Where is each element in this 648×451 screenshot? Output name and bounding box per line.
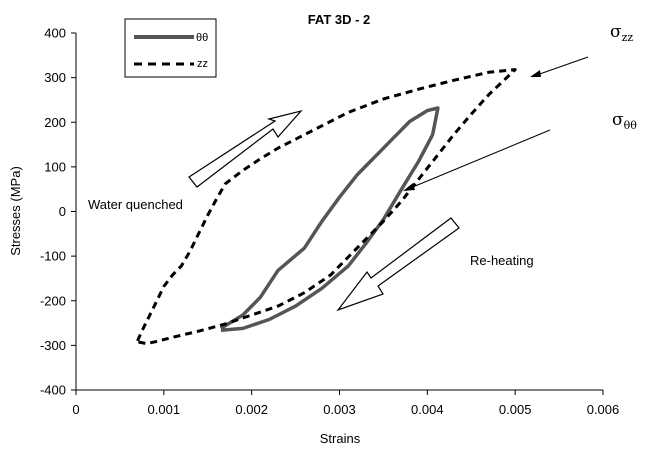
series-layer [136,68,517,346]
re-heating-arrow [336,217,460,312]
chart-title: FAT 3D - 2 [308,12,371,27]
sigma-zz-pointer-head [530,70,541,77]
x-tick-label: 0 [72,402,79,417]
y-tick-label: -100 [40,249,66,264]
sigma-zz-pointer-line [533,56,589,77]
y-ticks: 400 300 200 100 0 -100 -200 -300 -400 [40,26,76,398]
y-tick-label: 300 [44,70,66,85]
y-tick-label: 400 [44,26,66,41]
y-tick-label: 100 [44,159,66,174]
y-tick-label: 0 [59,204,66,219]
sigma-zz-label: σzz [610,22,633,44]
series-line-zz [136,68,517,346]
sigma-tt-pointer-head [403,183,415,191]
x-axis-title: Strains [320,431,361,446]
y-tick-label: -400 [40,383,66,398]
legend-label-tt: θθ [196,32,208,44]
sigma-tt-symbol: σ [612,110,624,130]
legend: θθ zz [124,18,217,78]
x-tick-label: 0.004 [411,402,444,417]
legend-label-zz: zz [197,58,208,70]
y-axis-title: Stresses (MPa) [8,166,23,256]
sigma-tt-subscript: θθ [624,119,638,132]
water-quenched-arrow [188,109,303,188]
series-line-theta-theta [219,106,440,332]
legend-box [124,18,217,78]
y-tick-label: -200 [40,293,66,308]
water-quenched-label: Water quenched [88,197,183,212]
sigma-zz-subscript: zz [622,31,634,44]
re-heating-label: Re-heating [470,253,534,268]
x-ticks: 0 0.001 0.002 0.003 0.004 0.005 0.006 [72,390,619,417]
sigma-tt-pointer-line [407,129,551,190]
y-tick-label: 200 [44,115,66,130]
x-tick-label: 0.003 [323,402,356,417]
x-tick-label: 0.001 [148,402,181,417]
sigma-zz-symbol: σ [610,22,622,42]
sigma-tt-label: σθθ [612,110,637,132]
y-tick-label: -300 [40,338,66,353]
x-tick-label: 0.005 [499,402,532,417]
x-tick-label: 0.006 [587,402,620,417]
x-tick-label: 0.002 [235,402,268,417]
